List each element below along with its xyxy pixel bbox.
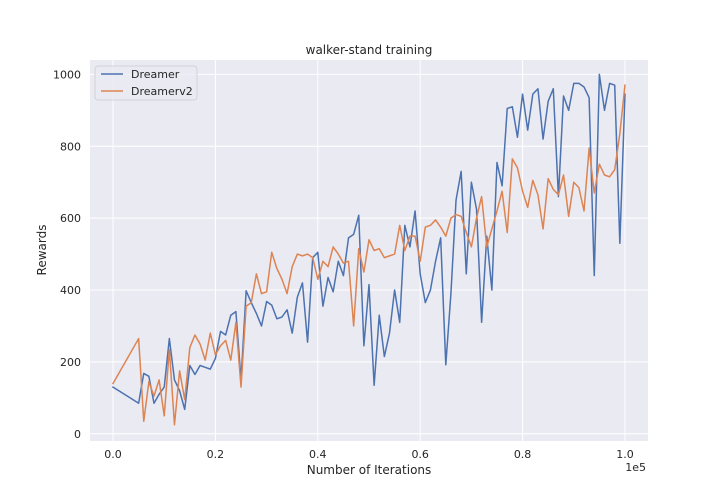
x-tick-label: 0.4	[309, 448, 327, 461]
legend: Dreamer Dreamerv2	[94, 65, 198, 101]
y-tick-label: 400	[60, 284, 81, 297]
x-tick-label: 0.0	[104, 448, 122, 461]
x-axis-label: Number of Iterations	[307, 463, 432, 477]
series-line-dreamerv2	[112, 84, 626, 426]
plot-area	[90, 60, 648, 441]
x-tick-label: 0.8	[514, 448, 532, 461]
legend-label-dreamerv2: Dreamerv2	[131, 85, 193, 98]
x-axis-offset-text: 1e5	[625, 461, 646, 474]
y-axis-label: Rewards	[35, 225, 49, 276]
y-axis-ticks: 0 200 400 600 800 1000	[53, 68, 81, 440]
chart-title: walker-stand training	[306, 43, 433, 57]
y-tick-label: 800	[60, 140, 81, 153]
y-tick-label: 600	[60, 212, 81, 225]
series-line-dreamer	[112, 73, 626, 411]
x-tick-label: 0.6	[411, 448, 429, 461]
y-tick-label: 0	[74, 428, 81, 441]
x-tick-label: 0.2	[207, 448, 225, 461]
x-axis-ticks: 0.0 0.2 0.4 0.6 0.8 1.0	[104, 448, 633, 461]
x-tick-label: 1.0	[616, 448, 634, 461]
y-tick-label: 200	[60, 356, 81, 369]
y-tick-label: 1000	[53, 68, 81, 81]
legend-label-dreamer: Dreamer	[131, 68, 180, 81]
series-lines	[112, 73, 626, 426]
